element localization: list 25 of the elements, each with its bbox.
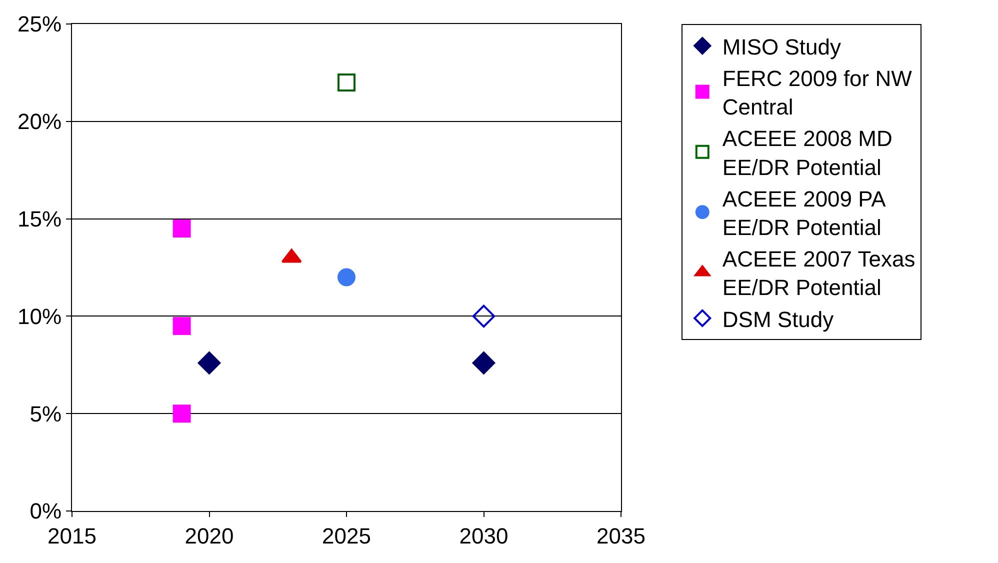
- legend-label: ACEEE 2007 Texas EE/DR Potential: [722, 246, 916, 300]
- legend-label: ACEEE 2009 PA EE/DR Potential: [722, 186, 886, 240]
- point: [172, 404, 191, 423]
- x-tick-label: 2020: [184, 523, 234, 548]
- legend-label: FERC 2009 for NW Central: [722, 66, 912, 120]
- y-tick-label: 25%: [18, 12, 62, 37]
- y-tick-label: 20%: [18, 109, 62, 134]
- legend-label: DSM Study: [722, 306, 834, 332]
- point: [198, 352, 221, 374]
- point: [472, 304, 496, 328]
- x-tick-label: 2025: [322, 523, 371, 548]
- y-tick-label: 0%: [30, 498, 62, 524]
- x-tick-label: 2030: [459, 523, 508, 548]
- point: [172, 220, 191, 238]
- legend-label: ACEEE 2008 MD EE/DR Potential: [722, 126, 892, 180]
- x-tick-label: 2035: [596, 523, 646, 548]
- point: [472, 352, 496, 374]
- point: [338, 73, 356, 92]
- point: [172, 316, 191, 335]
- y-tick-label: 5%: [30, 401, 62, 426]
- x-tick-label: 2015: [48, 523, 96, 548]
- legend-label: MISO Study: [722, 34, 841, 60]
- y-tick-label: 10%: [18, 304, 62, 329]
- y-tick-label: 15%: [18, 206, 62, 232]
- point: [338, 268, 356, 286]
